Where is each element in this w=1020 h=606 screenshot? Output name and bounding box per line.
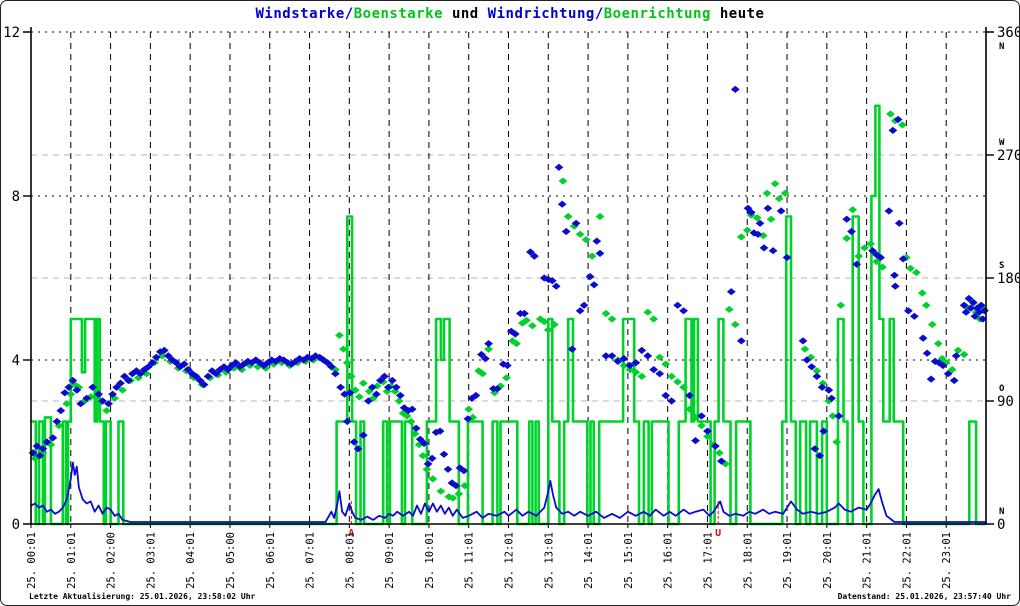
x-axis-label: 25. 13:01 — [543, 532, 555, 589]
y-axis-label-left: 4 — [12, 353, 20, 369]
y-axis-label-right: 180 — [997, 271, 1019, 287]
title-part: Boenstarke — [353, 6, 444, 22]
x-axis-label: 25. 01:01 — [66, 532, 78, 589]
sun-marker-label: U — [715, 528, 721, 539]
y-axis-label-right: 90 — [997, 394, 1014, 410]
x-axis-label: 25. 18:01 — [742, 532, 754, 589]
last-update-text: Letzte Aktualisierung: 25.01.2026, 23:58… — [29, 592, 256, 601]
compass-label: S — [999, 261, 1004, 271]
title-part: Windstarke/ — [255, 6, 354, 22]
y-axis-label-right: 270 — [997, 148, 1019, 164]
x-axis-label: 25. 09:01 — [384, 532, 396, 589]
x-axis-label: 25. 22:01 — [901, 532, 913, 589]
gust-strength-line — [31, 104, 986, 526]
y-axis-label-right: 0 — [997, 517, 1005, 533]
wind-strength-line — [30, 461, 986, 523]
x-axis-label: 25. 21:01 — [862, 532, 874, 589]
y-axis-label-left: 0 — [12, 517, 20, 533]
y-axis-label-left: 12 — [3, 25, 20, 41]
compass-label: N — [999, 507, 1004, 517]
x-axis-label: 25. 10:01 — [424, 532, 436, 589]
x-axis-label: 25. 07:01 — [305, 532, 317, 589]
x-axis-label: 25. 20:01 — [822, 532, 834, 589]
sun-marker-label: A — [348, 528, 354, 539]
x-axis-label: 25. 02:00 — [106, 532, 118, 589]
y-axis-label-left: 8 — [12, 189, 20, 205]
x-axis-label: 25. 16:01 — [663, 532, 675, 589]
x-axis-label: 25. 05:00 — [225, 532, 237, 589]
x-axis-label: 25. 03:01 — [145, 532, 157, 589]
x-axis-label: 25. 15:01 — [623, 532, 635, 589]
x-axis-label: 25. 06:01 — [265, 532, 277, 589]
compass-label: O — [999, 384, 1005, 394]
y-axis-label-right: 360 — [997, 25, 1019, 41]
x-axis-label: 25. 08:01 — [344, 532, 356, 589]
x-axis-label: 25. 17:01 — [702, 532, 714, 589]
x-axis-label: 25. 00:01 — [26, 532, 38, 589]
x-axis-label: 25. 11:01 — [464, 532, 476, 589]
title-part: und — [443, 6, 488, 22]
title-part: Boenrichtung — [603, 6, 711, 22]
x-axis-label: 25. 14:01 — [583, 532, 595, 589]
x-axis-label: 25. 19:01 — [782, 532, 794, 589]
chart-title: Windstarke/Boenstarke und Windrichtung/B… — [1, 6, 1019, 22]
title-part: Windrichtung/ — [487, 6, 604, 22]
compass-label: W — [999, 138, 1005, 148]
data-timestamp-text: Datenstand: 25.01.2026, 23:57:40 Uhr — [837, 592, 1011, 601]
x-axis-label: 25. 12:01 — [504, 532, 516, 589]
compass-label: N — [999, 42, 1004, 52]
x-axis-label: 25. 04:01 — [185, 532, 197, 589]
gust-direction-dots — [30, 110, 989, 502]
x-axis-label: 25. 23:01 — [941, 532, 953, 589]
title-part: heute — [710, 6, 765, 22]
